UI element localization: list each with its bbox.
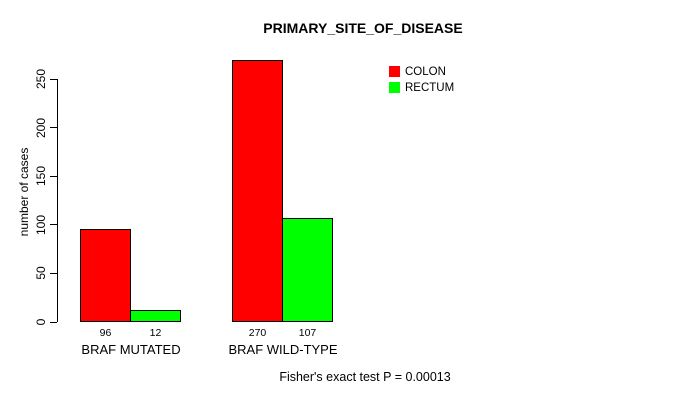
bar-value-label: 270	[248, 327, 267, 339]
bar-colon-braf-mutated	[80, 229, 131, 322]
y-axis-tick	[50, 224, 57, 226]
bar-value-label: 107	[298, 327, 317, 339]
bar-colon-braf-wild-type	[232, 60, 283, 322]
bar-rectum-braf-mutated	[130, 310, 181, 322]
legend-label: RECTUM	[405, 81, 455, 94]
legend-item: RECTUM	[389, 81, 454, 94]
colon-legend-swatch-icon	[389, 66, 400, 77]
y-axis-tick	[50, 78, 57, 80]
y-axis-tick-label: 100	[34, 214, 48, 235]
x-category-label: BRAF WILD-TYPE	[228, 342, 338, 357]
y-axis-tick-label: 200	[34, 117, 48, 138]
annotation-text: Fisher's exact test P = 0.00013	[279, 370, 451, 384]
y-axis-tick-label: 250	[34, 68, 48, 90]
y-axis-tick	[50, 127, 57, 129]
y-axis-tick-label: 150	[34, 166, 48, 187]
bar-rectum-braf-wild-type	[282, 218, 333, 322]
y-axis-tick-label: 0	[34, 318, 48, 326]
x-category-label: BRAF MUTATED	[81, 342, 181, 357]
rectum-legend-swatch-icon	[389, 82, 400, 93]
chart-title: PRIMARY_SITE_OF_DISEASE	[263, 20, 463, 36]
y-axis-tick-label: 50	[34, 266, 48, 281]
legend-item: COLON	[389, 65, 454, 78]
y-axis-tick	[50, 272, 57, 274]
y-axis-tick	[50, 321, 57, 323]
y-axis-line	[57, 79, 58, 322]
y-axis-tick	[50, 175, 57, 177]
bar-value-label: 96	[99, 327, 112, 339]
bar-value-label: 12	[149, 327, 162, 339]
y-axis-label: number of cases	[17, 147, 31, 237]
legend-label: COLON	[405, 65, 446, 78]
legend: COLON RECTUM	[389, 65, 454, 94]
